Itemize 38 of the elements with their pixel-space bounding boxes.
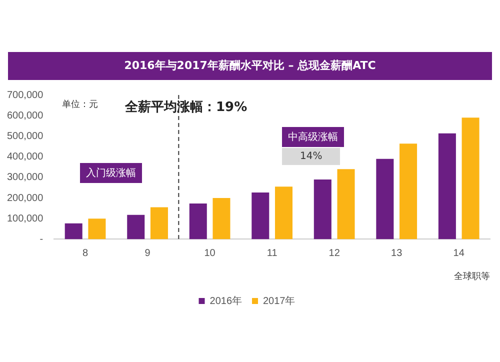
label-tag: 14% <box>282 148 340 165</box>
bar <box>314 179 332 240</box>
bar <box>274 186 293 240</box>
bar <box>88 218 106 240</box>
y-tick-label: 400,000 <box>6 152 44 163</box>
y-tick-label: 300,000 <box>6 172 44 184</box>
bar <box>189 204 207 240</box>
annotation: 全薪平均涨幅：19% <box>125 99 248 116</box>
bar <box>212 198 230 240</box>
bar <box>462 118 480 240</box>
bar <box>337 169 355 240</box>
bar <box>438 133 456 240</box>
x-axis-title: 全球职等 <box>454 271 490 282</box>
y-tick-label: 100,000 <box>6 213 44 224</box>
label-tag: 中高级涨幅 <box>282 127 344 147</box>
y-tick-label: 600,000 <box>6 110 44 122</box>
bar <box>376 158 394 240</box>
annotation: 单位：元 <box>62 98 98 111</box>
bar <box>400 144 418 240</box>
y-tick-label: - <box>40 234 44 245</box>
x-tick-label: 11 <box>266 248 278 259</box>
x-tick-label: 12 <box>328 248 340 259</box>
chart-title: 2016年与2017年薪酬水平对比 – 总现金薪酬ATC <box>8 52 492 80</box>
legend-label: 2016年 <box>210 294 242 307</box>
y-tick-label: 700,000 <box>6 90 44 101</box>
bar <box>64 223 82 240</box>
bar <box>127 214 145 240</box>
x-tick-label: 13 <box>391 248 403 259</box>
bar <box>252 192 270 240</box>
legend-label: 2017年 <box>263 294 296 307</box>
y-tick-label: 500,000 <box>6 130 44 142</box>
y-tick-label: 200,000 <box>6 192 44 204</box>
x-tick-label: 14 <box>453 248 465 259</box>
x-tick-label: 8 <box>82 248 88 259</box>
label-tag: 入门级涨幅 <box>80 163 142 183</box>
bar <box>150 207 168 240</box>
x-tick-label: 10 <box>204 248 216 259</box>
x-tick-label: 9 <box>144 248 151 259</box>
